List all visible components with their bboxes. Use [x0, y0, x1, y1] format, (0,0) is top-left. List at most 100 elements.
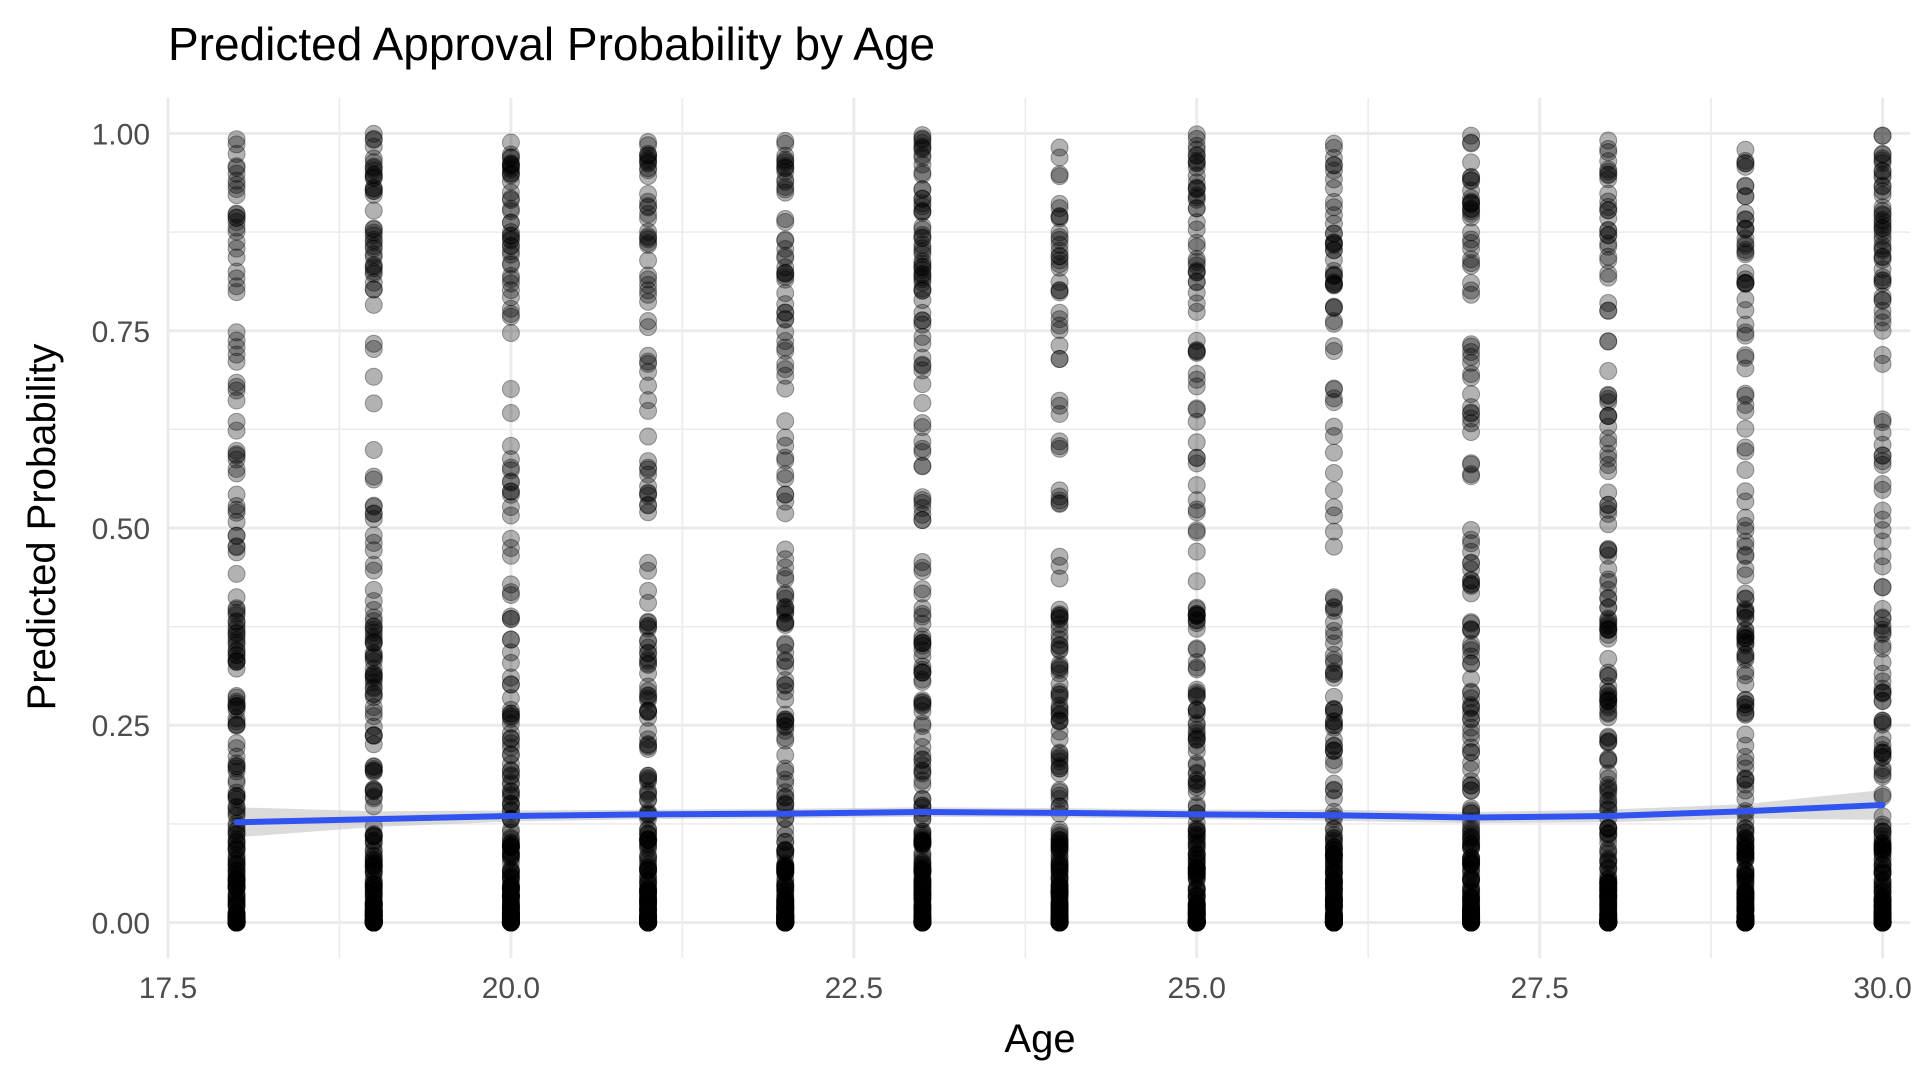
scatter-point: [227, 445, 246, 464]
scatter-point: [227, 239, 246, 258]
scatter-point: [227, 692, 246, 711]
scatter-point: [227, 913, 246, 932]
scatter-point: [364, 178, 383, 197]
scatter-point: [639, 913, 658, 932]
scatter-point: [639, 894, 658, 913]
scatter-point: [227, 913, 246, 932]
scatter-point: [364, 787, 383, 806]
scatter-point: [639, 906, 658, 925]
scatter-point: [776, 231, 795, 250]
scatter-point: [227, 770, 246, 789]
scatter-point: [501, 910, 520, 929]
scatter-point: [913, 913, 932, 932]
scatter-point: [639, 891, 658, 910]
scatter-point: [501, 189, 520, 208]
scatter-point: [227, 701, 246, 720]
scatter-point: [1324, 241, 1343, 260]
scatter-point: [227, 205, 246, 224]
scatter-point: [913, 488, 932, 507]
scatter-point: [913, 291, 932, 310]
scatter-point: [364, 497, 383, 516]
scatter-point: [227, 912, 246, 931]
scatter-point: [776, 860, 795, 879]
scatter-point: [227, 861, 246, 880]
scatter-point: [639, 352, 658, 371]
scatter-point: [364, 875, 383, 894]
scatter-point: [1462, 285, 1481, 304]
scatter-point: [639, 153, 658, 172]
scatter-point: [501, 745, 520, 764]
scatter-point: [364, 913, 383, 932]
scatter-point: [227, 762, 246, 781]
scatter-point: [913, 862, 932, 881]
scatter-point: [227, 613, 246, 632]
scatter-point: [639, 907, 658, 926]
scatter-point: [501, 862, 520, 881]
scatter-point: [364, 855, 383, 874]
scatter-point: [227, 543, 246, 562]
scatter-point: [1462, 454, 1481, 473]
scatter-point: [913, 148, 932, 167]
scatter-point: [501, 155, 520, 174]
scatter-point: [501, 905, 520, 924]
scatter-point: [364, 903, 383, 922]
scatter-point: [1736, 695, 1755, 714]
scatter-point: [913, 745, 932, 764]
scatter-point: [639, 477, 658, 496]
scatter-point: [913, 885, 932, 904]
scatter-point: [1187, 900, 1206, 919]
scatter-point: [639, 913, 658, 932]
scatter-point: [776, 907, 795, 926]
scatter-point: [227, 911, 246, 930]
scatter-point: [913, 311, 932, 330]
scatter-point: [501, 707, 520, 726]
scatter-point: [913, 832, 932, 851]
scatter-point: [776, 913, 795, 932]
scatter-point: [227, 913, 246, 932]
scatter-point: [364, 912, 383, 931]
scatter-point: [227, 377, 246, 396]
scatter-point: [227, 912, 246, 931]
scatter-point: [501, 872, 520, 891]
scatter-point: [776, 890, 795, 909]
scatter-point: [639, 912, 658, 931]
scatter-point: [364, 717, 383, 736]
x-tick-label: 22.5: [825, 972, 883, 1005]
scatter-point: [364, 872, 383, 891]
scatter-point: [1050, 609, 1069, 628]
scatter-point: [1050, 637, 1069, 656]
scatter-point: [776, 485, 795, 504]
scatter-point: [501, 913, 520, 932]
scatter-point: [364, 659, 383, 678]
scatter-point: [501, 607, 520, 626]
scatter-point: [227, 757, 246, 776]
scatter-point: [227, 877, 246, 896]
scatter-point: [776, 540, 795, 559]
scatter-point: [364, 339, 383, 358]
scatter-point: [364, 905, 383, 924]
scatter-point: [501, 861, 520, 880]
scatter-point: [776, 323, 795, 342]
scatter-point: [776, 911, 795, 930]
scatter-point: [501, 324, 520, 343]
scatter-point: [364, 504, 383, 523]
scatter-point: [364, 878, 383, 897]
scatter-point: [227, 906, 246, 925]
scatter-point: [1462, 753, 1481, 772]
scatter-point: [501, 472, 520, 491]
scatter-point: [776, 230, 795, 249]
scatter-point: [776, 636, 795, 655]
scatter-point: [639, 913, 658, 932]
scatter-point: [364, 182, 383, 201]
scatter-point: [364, 912, 383, 931]
scatter-point: [1599, 131, 1618, 150]
scatter-point: [501, 909, 520, 928]
scatter-point: [227, 879, 246, 898]
scatter-point: [913, 911, 932, 930]
scatter-point: [364, 903, 383, 922]
scatter-point: [776, 913, 795, 932]
scatter-point: [1462, 385, 1481, 404]
scatter-point: [364, 264, 383, 283]
scatter-point: [364, 901, 383, 920]
scatter-point: [364, 159, 383, 178]
